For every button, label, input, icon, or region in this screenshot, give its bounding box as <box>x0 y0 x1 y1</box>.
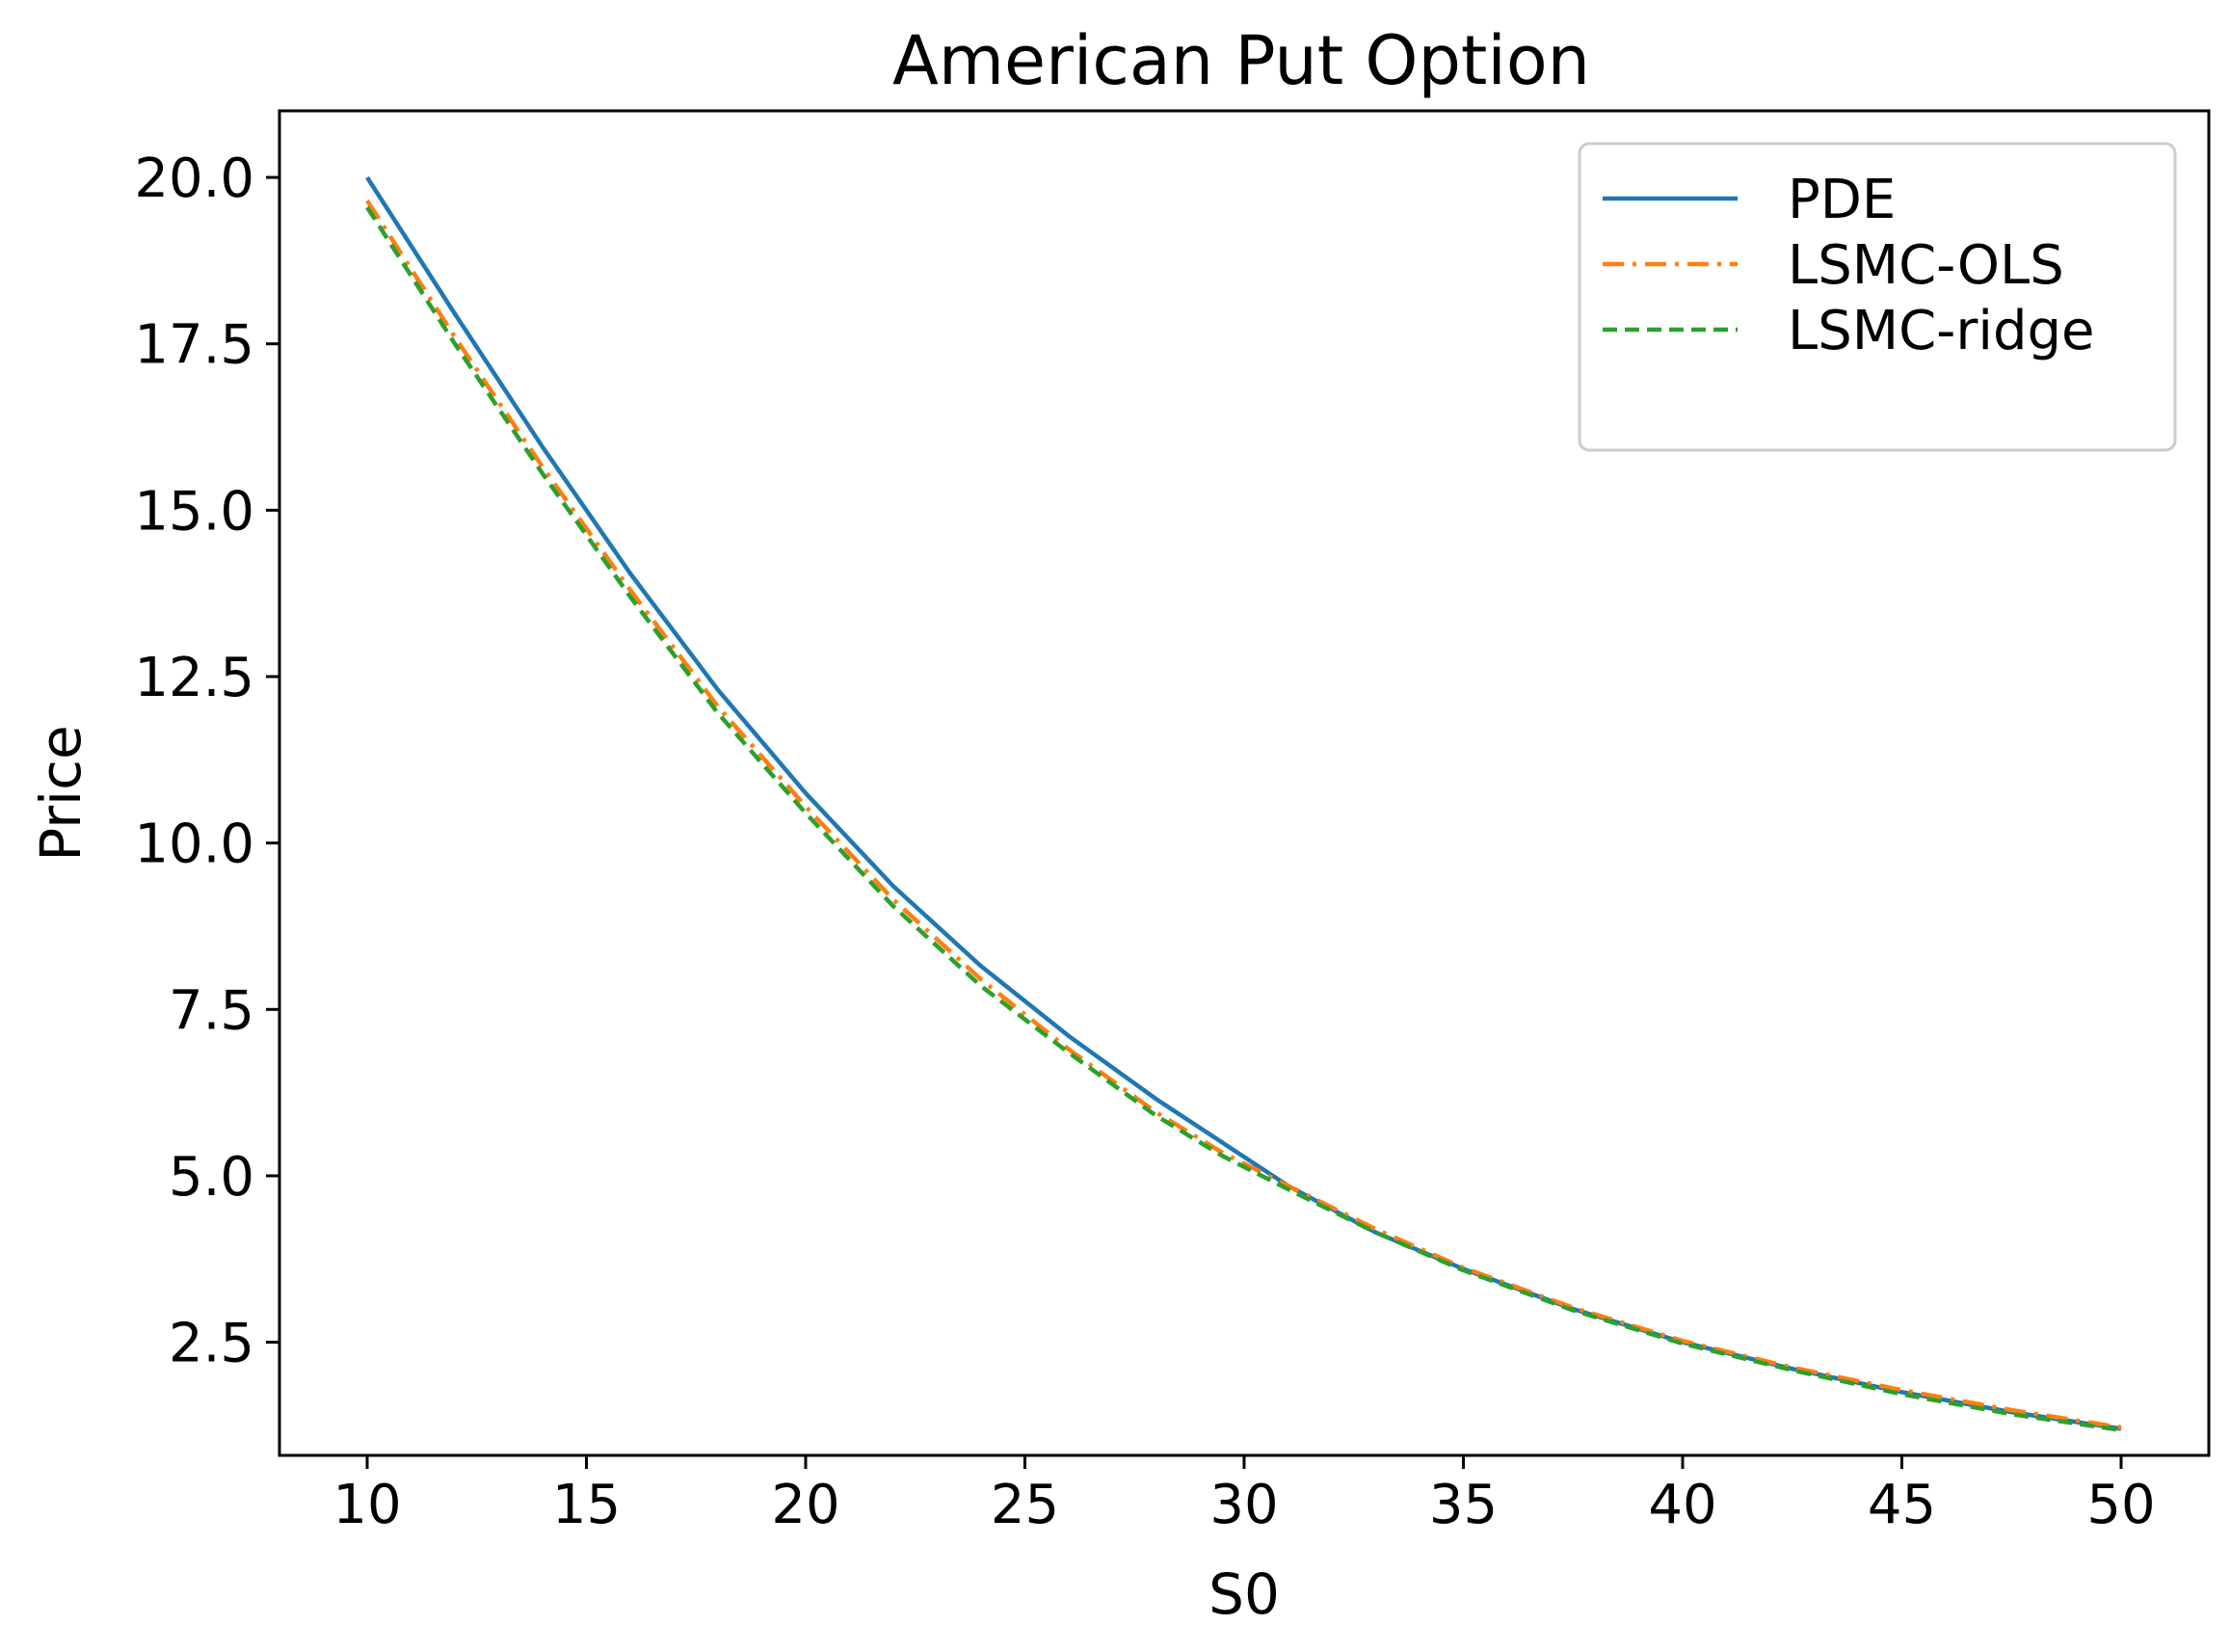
series-line-lsmc-ridge <box>365 205 2122 1433</box>
series-line-lsmc-ols <box>365 199 2122 1430</box>
x-tick-label: 50 <box>2086 1474 2155 1536</box>
legend-label: LSMC-ridge <box>1788 300 2095 362</box>
x-axis-label: S0 <box>1208 1561 1280 1627</box>
x-tick-label: 45 <box>1868 1474 1936 1536</box>
x-axis: 10 15 20 25 30 35 40 45 50 <box>332 1455 2156 1536</box>
y-tick-label: 20.0 <box>134 147 254 210</box>
x-tick-label: 20 <box>771 1474 839 1536</box>
y-tick-label: 15.0 <box>134 480 254 543</box>
y-axis: 2.5 5.0 7.5 10.0 12.5 15.0 17.5 20.0 <box>134 147 279 1375</box>
chart-title: American Put Option <box>892 21 1590 100</box>
y-tick-label: 7.5 <box>169 979 254 1042</box>
y-tick-label: 5.0 <box>169 1146 254 1209</box>
x-tick-label: 25 <box>991 1474 1059 1536</box>
x-tick-label: 30 <box>1209 1474 1278 1536</box>
y-axis-label: Price <box>28 725 93 862</box>
y-tick-label: 10.0 <box>134 813 254 876</box>
y-tick-label: 17.5 <box>134 314 254 377</box>
x-tick-label: 15 <box>552 1474 621 1536</box>
y-tick-label: 12.5 <box>134 647 254 709</box>
x-tick-label: 10 <box>332 1474 401 1536</box>
series-layer <box>365 175 2122 1433</box>
legend-label: LSMC-OLS <box>1788 234 2064 297</box>
legend-box <box>1578 142 2177 452</box>
x-tick-label: 35 <box>1429 1474 1498 1536</box>
legend-label: PDE <box>1788 169 1896 231</box>
y-tick-label: 2.5 <box>169 1313 254 1375</box>
x-tick-label: 40 <box>1648 1474 1716 1536</box>
